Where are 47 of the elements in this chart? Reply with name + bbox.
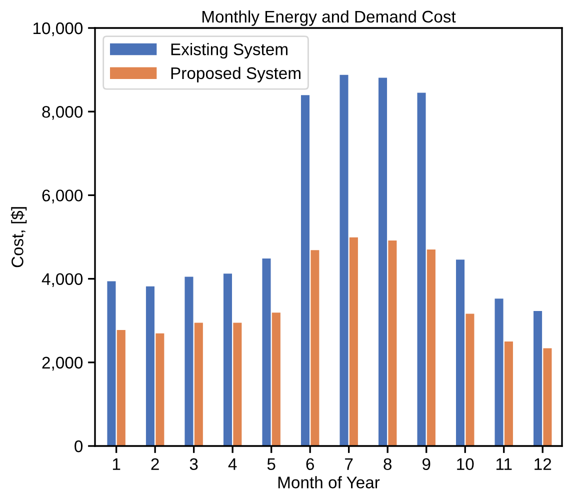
- x-tick-label: 7: [345, 458, 353, 470]
- legend-label: Existing System: [171, 43, 288, 59]
- x-tick-label: 10: [457, 458, 474, 470]
- bar: [262, 258, 271, 446]
- y-tick-label: 8,000: [42, 106, 83, 120]
- x-tick-label: 9: [422, 458, 430, 470]
- x-tick-label: 3: [190, 458, 198, 470]
- bar: [426, 250, 436, 446]
- bar: [184, 276, 194, 446]
- x-tick-label: 1: [112, 458, 120, 470]
- x-tick-label: 11: [496, 458, 512, 470]
- x-tick-label: 8: [384, 458, 392, 470]
- bar: [223, 274, 232, 446]
- bar: [300, 95, 310, 446]
- bar: [272, 312, 280, 446]
- bar: [146, 286, 154, 446]
- bar: [107, 281, 116, 446]
- bar: [233, 322, 242, 446]
- bar: [378, 78, 388, 446]
- bar: [534, 310, 542, 446]
- bar: [456, 260, 465, 446]
- chart-title: Monthly Energy and Demand Cost: [202, 10, 456, 26]
- x-tick-label: 4: [228, 458, 237, 470]
- bar: [349, 237, 358, 446]
- bar: [156, 333, 164, 446]
- y-tick-label: 6,000: [42, 190, 83, 204]
- x-axis-title: Month of Year: [278, 476, 380, 488]
- y-tick-label: 0: [74, 440, 83, 452]
- bar: [388, 240, 397, 446]
- bar: [504, 342, 513, 446]
- bar: [417, 92, 426, 446]
- bar: [116, 330, 126, 446]
- y-tick-label: 2,000: [42, 356, 83, 371]
- bar: [466, 314, 474, 446]
- bar: [494, 298, 504, 446]
- legend-label: Proposed System: [171, 66, 300, 82]
- x-tick-label: 6: [306, 458, 314, 470]
- y-tick-label: 10,000: [33, 22, 83, 36]
- x-tick-label: 12: [534, 458, 552, 470]
- bar: [543, 348, 552, 446]
- x-tick-label: 2: [151, 458, 159, 470]
- x-tick-label: 5: [267, 458, 276, 470]
- y-axis-title: Cost, [$]: [10, 207, 27, 268]
- bar: [310, 250, 320, 446]
- bar: [194, 322, 203, 446]
- bar: [340, 74, 348, 446]
- y-tick-label: 4,000: [42, 273, 83, 287]
